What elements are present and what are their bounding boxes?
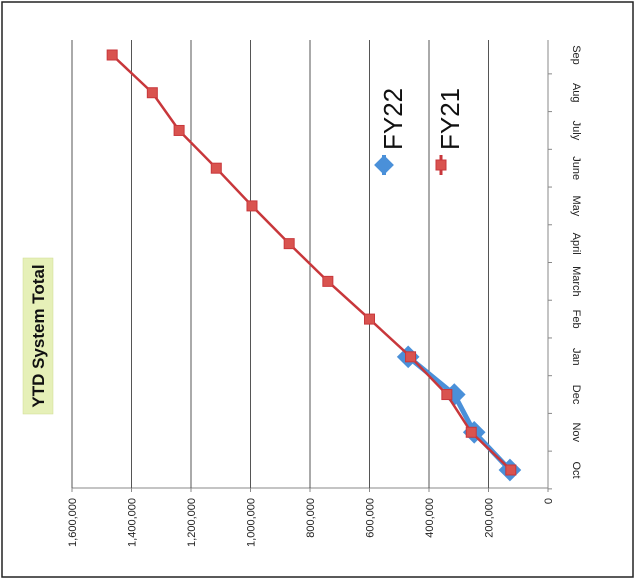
value-tick-label: 800,000 — [305, 498, 317, 538]
series-fy21 — [106, 49, 517, 476]
value-tick-label: 1,400,000 — [127, 498, 139, 547]
category-tick-label: Oct — [570, 461, 582, 478]
data-point-fy21 — [283, 238, 295, 250]
category-tick-labels: Oct Nov Dec Jan Feb March April May June July Aug S… — [548, 45, 582, 490]
data-point-fy22 — [442, 383, 466, 406]
value-tick-label: 600,000 — [365, 498, 377, 538]
category-tick-label: July — [570, 121, 582, 141]
data-point-fy21 — [210, 162, 222, 174]
data-point-fy21 — [322, 275, 334, 287]
series-layer — [106, 49, 522, 482]
value-tick-label: 200,000 — [484, 498, 496, 538]
category-tick-label: Aug — [570, 83, 582, 103]
category-tick-label: Nov — [570, 422, 582, 442]
data-point-fy21 — [441, 389, 453, 401]
gridlines — [71, 40, 549, 492]
category-tick-label: April — [570, 233, 582, 255]
category-tick-label: March — [570, 266, 582, 297]
legend-marker-fy21 — [435, 159, 447, 171]
value-tick-label: 1,000,000 — [246, 498, 258, 547]
legend: FY22 FY21 — [374, 88, 465, 175]
category-tick-label: Jan — [570, 348, 582, 366]
category-tick-label: June — [570, 156, 582, 180]
value-tick-label: 1,200,000 — [186, 498, 198, 547]
legend-entry-fy21: FY21 — [435, 88, 465, 175]
value-tick-label: 400,000 — [424, 498, 436, 538]
value-tick-label: 0 — [543, 498, 555, 504]
category-tick-label: Feb — [570, 310, 582, 329]
data-point-fy21 — [246, 200, 258, 212]
chart-title: YTD System Total — [29, 264, 48, 407]
legend-entry-fy22: FY22 — [374, 88, 408, 175]
category-tick-label: Dec — [570, 385, 582, 405]
value-tick-labels: 0 200,000 400,000 600,000 800,000 1,000,000 1,… — [67, 498, 555, 547]
title-highlight — [22, 257, 54, 415]
legend-label-fy21: FY21 — [435, 88, 465, 150]
series-line-fy21 — [111, 54, 512, 471]
data-point-fy21 — [364, 313, 375, 325]
category-tick-label: May — [570, 196, 582, 217]
data-point-fy21 — [405, 351, 417, 363]
data-point-fy21 — [465, 426, 477, 438]
data-point-fy21 — [106, 49, 118, 61]
value-tick-label: 1,600,000 — [67, 498, 79, 547]
data-point-fy21 — [173, 124, 185, 136]
legend-marker-fy22 — [374, 155, 394, 175]
data-point-fy21 — [505, 464, 517, 476]
chart-title-group: YTD System Total — [22, 257, 54, 415]
legend-label-fy22: FY22 — [378, 88, 408, 150]
category-tick-label: Sep — [570, 45, 582, 65]
data-point-fy21 — [146, 87, 158, 99]
